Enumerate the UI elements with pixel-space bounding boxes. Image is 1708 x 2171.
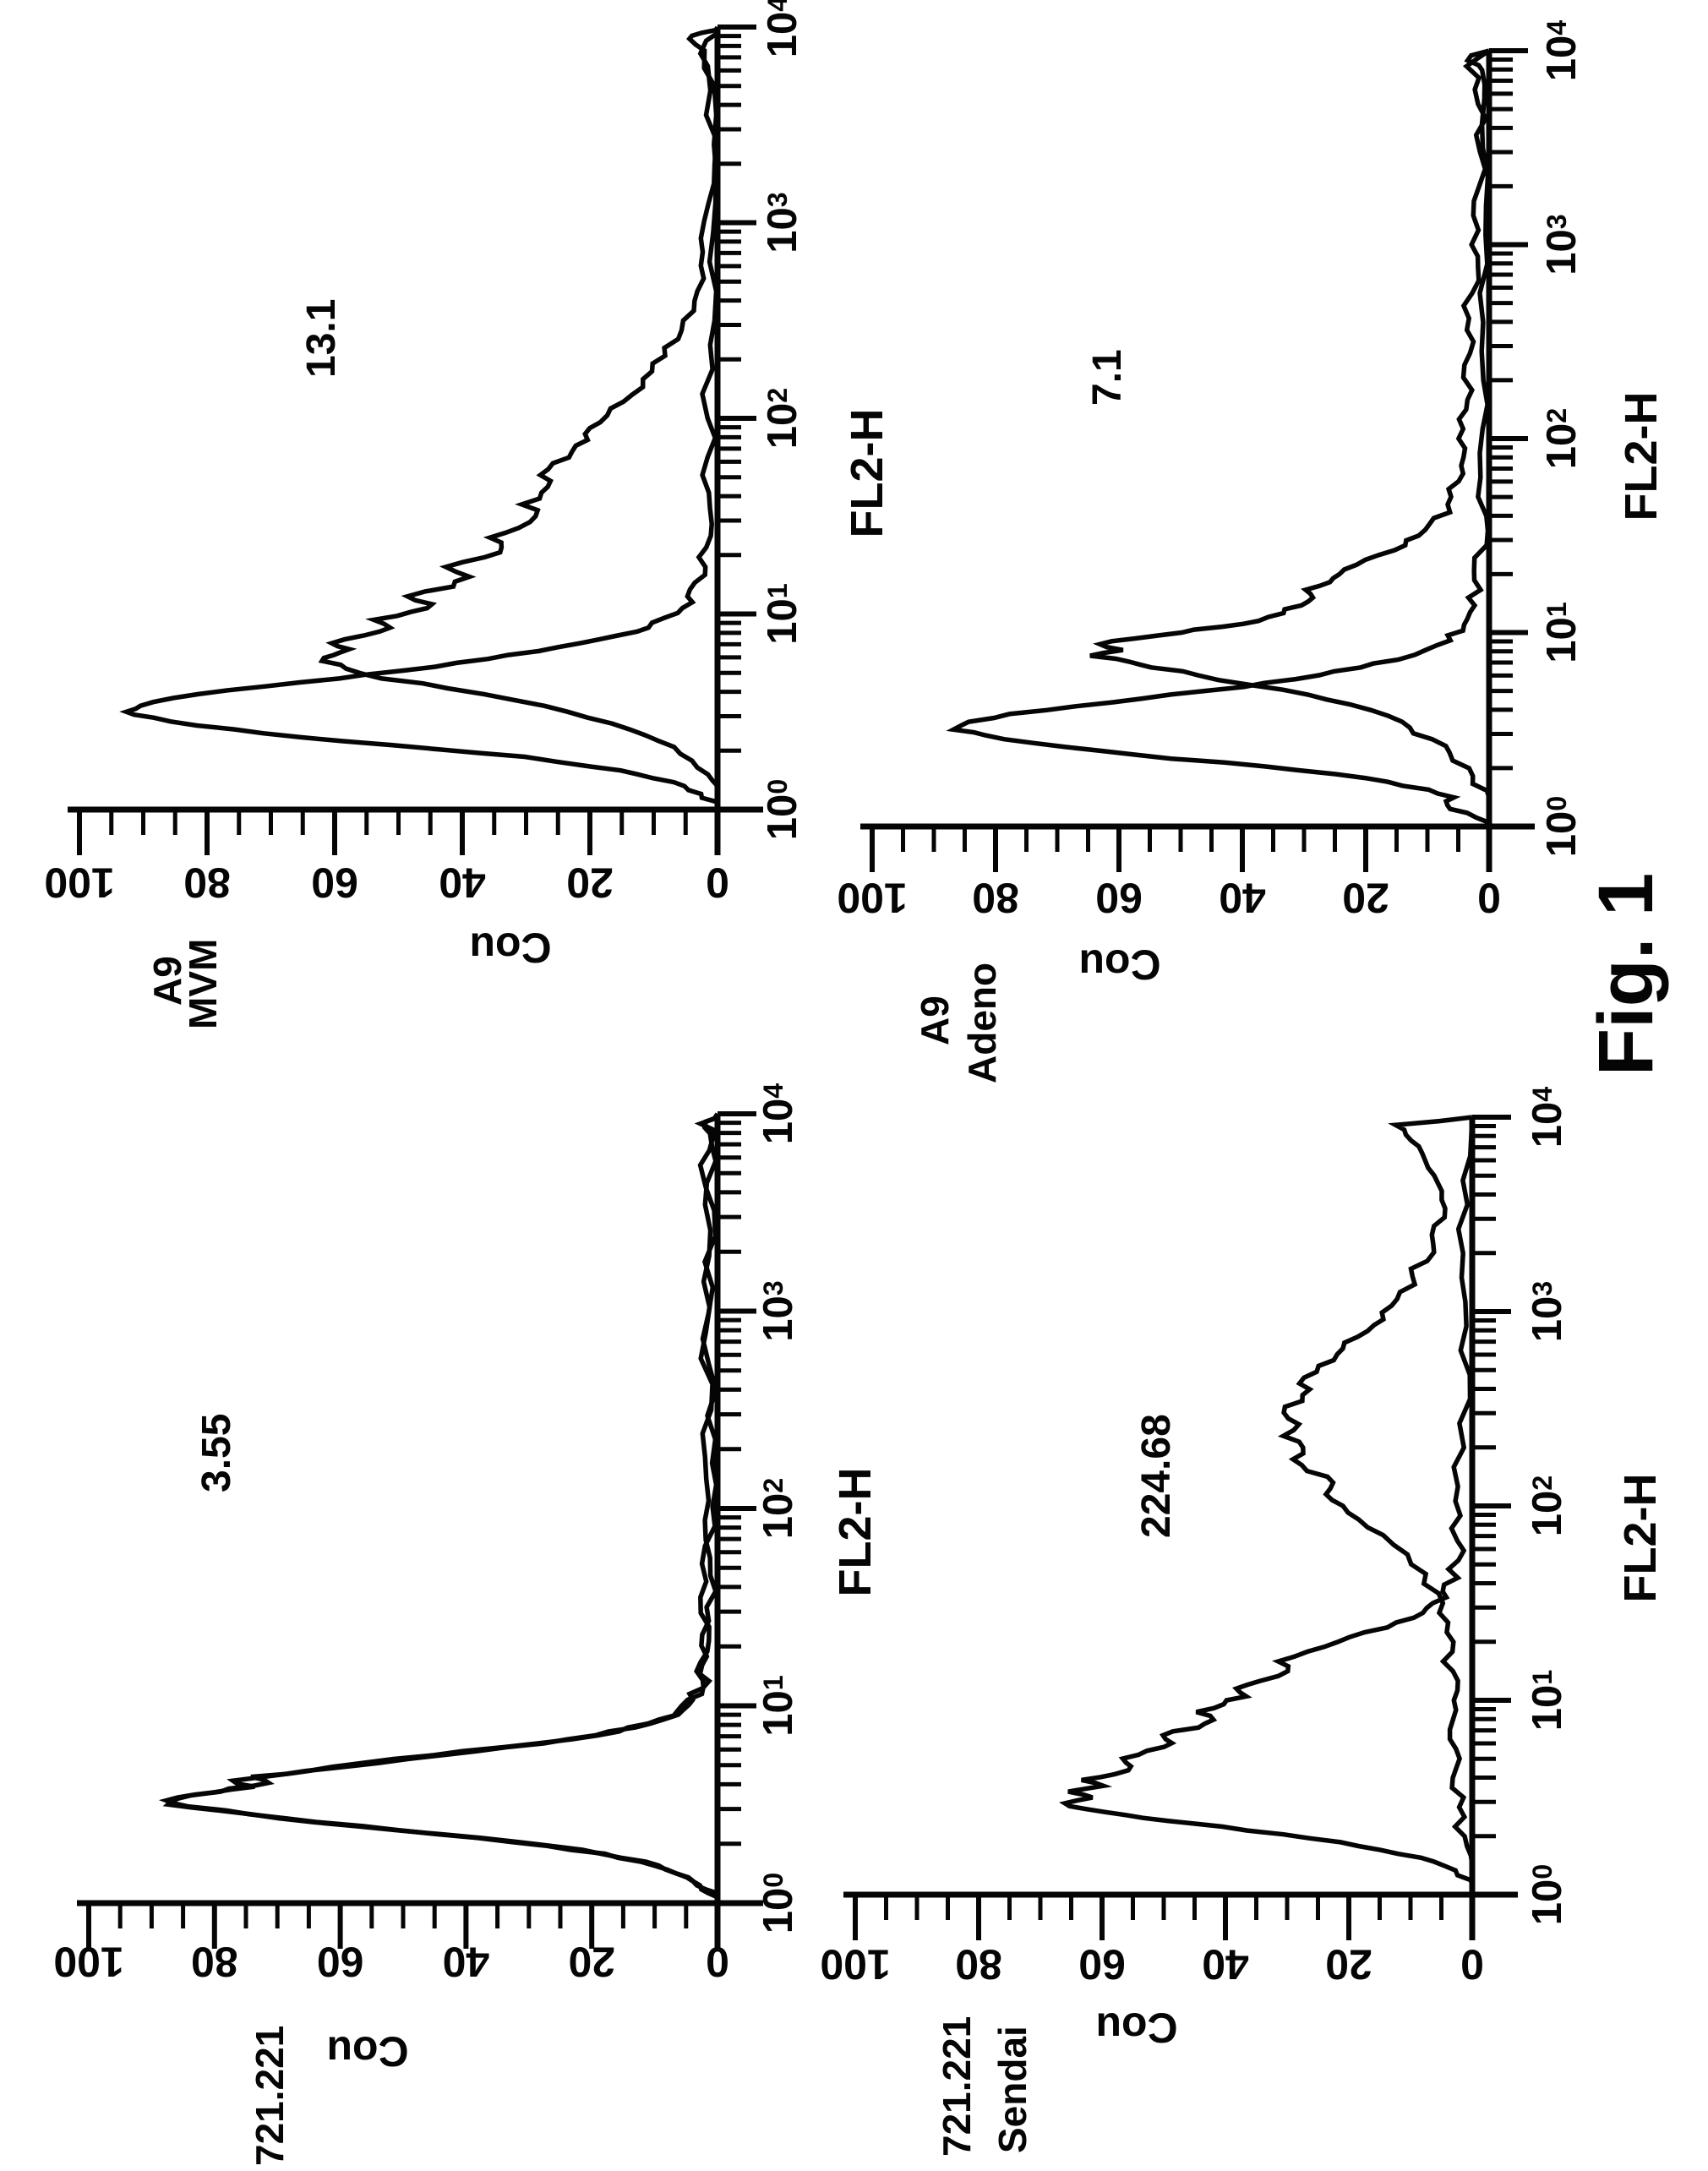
counts-tick-label: 100 xyxy=(837,875,907,922)
series-sendai-infected xyxy=(1277,1115,1475,1866)
counts-tick-label: 0 xyxy=(706,1939,729,1986)
axes-a9-mvm: 100 101 102 103 104 0 20 40 60 80 100 xyxy=(44,0,805,907)
series-adeno-infected xyxy=(1089,48,1492,799)
series-control xyxy=(162,1113,720,1900)
curves-a9-mvm xyxy=(119,25,720,807)
panel-a9-adeno: 100 101 102 103 104 0 20 40 60 80 100 7.1 A9 Adeno… xyxy=(837,20,1667,1083)
x-axis-title: FL2-H xyxy=(830,1468,881,1597)
panel-721-221: 100 101 102 103 104 0 20 40 60 80 100 3.55 721.221… xyxy=(53,1083,881,2166)
counts-tick-label: 20 xyxy=(1325,1941,1372,1988)
fl2h-tick-label: 100 xyxy=(760,779,805,841)
sample-line: Sendai xyxy=(990,2026,1034,2153)
counts-tick-label: 0 xyxy=(1460,1941,1484,1988)
stat-value: 7.1 xyxy=(1085,349,1130,406)
fl2h-tick-label: 104 xyxy=(1525,1087,1570,1148)
sample-line: MVM xyxy=(181,939,225,1029)
fl2h-tick-label: 103 xyxy=(1525,1281,1570,1343)
series-control xyxy=(1059,1116,1475,1886)
counts-tick-label: 20 xyxy=(566,859,614,907)
fl2h-tick-label: 102 xyxy=(1525,1476,1570,1537)
fl2h-tick-label: 101 xyxy=(760,583,805,645)
fl2h-tick-label: 103 xyxy=(1539,214,1585,275)
fl2h-tick-label: 102 xyxy=(760,388,805,450)
stat-value: 3.55 xyxy=(194,1414,239,1492)
x-axis-title: FL2-H xyxy=(842,409,892,538)
curves-721-221 xyxy=(158,1112,720,1900)
sample-line: Adeno xyxy=(960,963,1004,1083)
fl2h-tick-label: 104 xyxy=(760,0,805,57)
fl2h-tick-label: 100 xyxy=(1525,1864,1570,1926)
axes-721-221-sendai: 100 101 102 103 104 0 20 40 60 80 100 xyxy=(820,1087,1570,1988)
counts-tick-label: 40 xyxy=(1219,875,1266,922)
sample-line: 721.221 xyxy=(248,2026,292,2166)
counts-tick-label: 100 xyxy=(53,1939,123,1986)
series-control xyxy=(119,25,720,807)
sample-line: A9 xyxy=(145,956,189,1006)
fl2h-tick-label: 103 xyxy=(756,1280,801,1342)
counts-tick-label: 20 xyxy=(1342,875,1389,922)
y-axis-title: Cou xyxy=(1078,941,1160,989)
axes-721-221: 100 101 102 103 104 0 20 40 60 80 100 xyxy=(53,1083,801,1986)
axes-a9-adeno: 100 101 102 103 104 0 20 40 60 80 100 xyxy=(837,20,1585,922)
sample-line: A9 xyxy=(913,995,957,1045)
fl2h-tick-label: 102 xyxy=(1539,408,1585,470)
counts-tick-label: 0 xyxy=(706,859,729,907)
counts-tick-label: 100 xyxy=(820,1941,890,1988)
fl2h-tick-label: 101 xyxy=(756,1675,801,1737)
fl2h-tick-label: 103 xyxy=(760,192,805,254)
counts-tick-label: 40 xyxy=(1202,1941,1249,1988)
fl2h-tick-label: 101 xyxy=(1525,1670,1570,1732)
counts-tick-label: 0 xyxy=(1477,875,1501,922)
y-axis-title: Cou xyxy=(326,2028,408,2076)
x-axis-title: FL2-H xyxy=(1616,392,1667,521)
counts-tick-label: 80 xyxy=(955,1941,1002,1988)
x-axis-title: FL2-H xyxy=(1615,1474,1666,1603)
fl2h-tick-label: 104 xyxy=(756,1083,801,1145)
fl2h-tick-label: 104 xyxy=(1539,20,1585,82)
stat-value: 224.68 xyxy=(1134,1414,1179,1538)
fl2h-tick-label: 100 xyxy=(756,1873,801,1934)
counts-tick-label: 60 xyxy=(1078,1941,1126,1988)
counts-tick-label: 100 xyxy=(44,859,114,907)
curves-721-221-sendai xyxy=(1059,1115,1475,1886)
counts-tick-label: 40 xyxy=(439,859,486,907)
counts-tick-label: 60 xyxy=(311,859,358,907)
series-control xyxy=(946,48,1491,825)
counts-tick-label: 80 xyxy=(183,859,231,907)
series-overlay xyxy=(158,1112,720,1896)
y-axis-title: Cou xyxy=(469,925,551,972)
counts-tick-label: 60 xyxy=(317,1939,364,1986)
panel-721-221-sendai: 100 101 102 103 104 0 20 40 60 80 100 224.68 721.2… xyxy=(820,1087,1666,2157)
fl2h-tick-label: 102 xyxy=(756,1478,801,1540)
fl2h-tick-label: 100 xyxy=(1539,796,1585,858)
fl2h-tick-label: 101 xyxy=(1539,602,1585,663)
counts-tick-label: 20 xyxy=(568,1939,615,1986)
series-mvm-infected xyxy=(318,26,720,788)
figure-label: Fig. 1 xyxy=(1583,873,1669,1076)
counts-tick-label: 80 xyxy=(972,875,1019,922)
stat-value: 13.1 xyxy=(299,299,344,378)
counts-tick-label: 80 xyxy=(191,1939,238,1986)
curves-a9-adeno xyxy=(946,48,1492,825)
y-axis-title: Cou xyxy=(1095,2005,1177,2052)
counts-tick-label: 40 xyxy=(443,1939,490,1986)
sample-line: 721.221 xyxy=(935,2016,979,2157)
counts-tick-label: 60 xyxy=(1095,875,1143,922)
